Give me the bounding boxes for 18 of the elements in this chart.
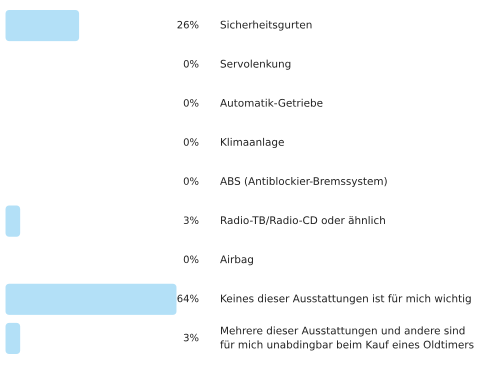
data-label: 0% (184, 99, 198, 107)
y-tick-label: Klimaanlage (221, 138, 284, 148)
y-tick-label: Mehrere dieser Ausstattungen und andere sind für mich unabdingbar beim Kauf eines Oldtimers (220, 326, 474, 351)
y-tick-label: Airbag (220, 255, 253, 266)
y-tick-label: Sicherheitsgurten (220, 20, 312, 31)
data-label: 3% (184, 216, 198, 224)
data-label: 0% (184, 177, 198, 185)
data-label: 0% (184, 60, 198, 68)
data-label: 26% (178, 20, 198, 28)
data-label: 3% (184, 334, 198, 342)
y-tick-label: ABS (Antiblockier-Bremssystem) (220, 176, 387, 188)
data-label: 0% (184, 138, 198, 146)
y-tick-label: Keines dieser Ausstattungen ist für mich wichtig (221, 294, 471, 304)
y-tick-label: Servolenkung (220, 60, 290, 70)
y-tick-label: Automatik-Getriebe (220, 98, 322, 107)
y-tick-label: Radio-TB/Radio-CD oder ähnlich (221, 216, 385, 225)
data-label: 0% (184, 256, 198, 264)
data-label: 64% (177, 294, 198, 302)
